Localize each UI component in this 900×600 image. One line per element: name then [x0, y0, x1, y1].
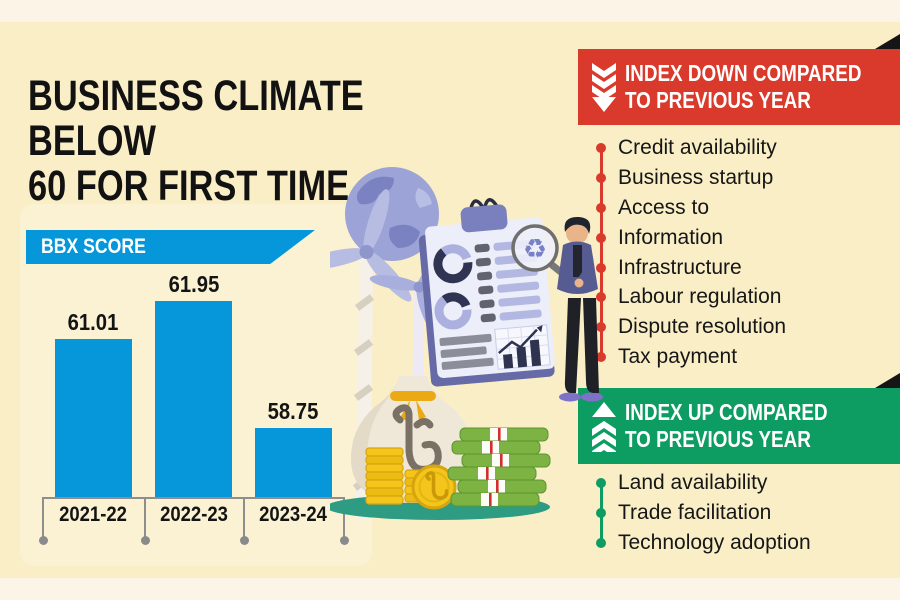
title-line-1: BUSINESS CLIMATE BELOW: [28, 72, 364, 165]
list-item-label: Trade facilitation: [618, 501, 772, 525]
list-item-label: Credit availability: [618, 135, 777, 159]
list-item: Access to: [596, 193, 896, 223]
page-fold-corner-up: [875, 373, 900, 388]
bar-value-label: 61.01: [67, 308, 119, 335]
list-item-label: Land availability: [618, 471, 768, 495]
bullet-dot-icon: [596, 352, 606, 363]
bar-2021-22: [54, 338, 132, 497]
magnifier-icon: ♻: [511, 224, 581, 289]
list-item: Labour regulation: [596, 282, 896, 312]
x-axis-label: 2022-23: [159, 503, 228, 526]
bullet-dot-icon: [596, 292, 606, 303]
taka-symbol: [392, 404, 442, 473]
report-footer-bars: [439, 333, 494, 370]
list-item: Infrastructure: [596, 253, 896, 283]
page-title: BUSINESS CLIMATE BELOW 60 FOR FIRST TIME: [28, 74, 404, 209]
axis-tick-dot: [38, 536, 48, 545]
bullet-dot-icon: [596, 322, 606, 333]
title-line-2: 60 FOR FIRST TIME: [28, 162, 350, 210]
list-item: Business startup: [596, 163, 896, 193]
list-item-label: Business startup: [618, 165, 774, 189]
top-edge-strip: [0, 0, 900, 22]
x-axis-label: 2021-22: [59, 503, 127, 526]
list-item-label: Labour regulation: [618, 285, 782, 309]
index-up-banner: INDEX UP COMPARED TO PREVIOUS YEAR: [578, 388, 900, 464]
cash-stack-illustration: [447, 427, 551, 507]
index-down-list: Credit availability Business startup Acces…: [596, 133, 896, 372]
list-item: Dispute resolution: [596, 312, 896, 342]
bullet-dot-icon: [596, 478, 606, 489]
list-item: Technology adoption: [596, 528, 896, 558]
index-down-header: INDEX DOWN COMPARED TO PREVIOUS YEAR: [625, 60, 862, 113]
coins-illustration: [365, 447, 457, 510]
list-item-label: Tax payment: [618, 345, 738, 369]
list-item-label: Infrastructure: [618, 255, 742, 279]
axis-tick-dot: [140, 536, 150, 545]
list-item: Trade facilitation: [596, 498, 896, 528]
bar-2023-24: [254, 427, 332, 497]
list-item: Credit availability: [596, 133, 896, 163]
bullet-dot-icon: [596, 202, 606, 213]
recycle-icon: ♻: [523, 234, 547, 265]
axis-tick-dot: [239, 536, 249, 545]
axis-tick-dot: [339, 536, 349, 545]
chart-title-banner: BBX SCORE: [26, 230, 315, 264]
list-item: Information: [596, 223, 896, 253]
list-item-label: Technology adoption: [618, 531, 811, 555]
list-item-label: Information: [618, 225, 724, 249]
index-up-header: INDEX UP COMPARED TO PREVIOUS YEAR: [625, 399, 828, 452]
mini-bar-chart-icon: [494, 324, 551, 370]
bar-value-label: 58.75: [267, 397, 319, 424]
person-illustration: [557, 216, 603, 402]
bullet-dot-icon: [596, 262, 606, 273]
axis-tick-line: [42, 497, 44, 540]
bullet-dot-icon: [596, 538, 606, 549]
list-item-label: Access to: [618, 195, 710, 219]
axis-tick-line: [343, 497, 345, 540]
bullet-dot-icon: [596, 232, 606, 243]
list-item: Land availability: [596, 468, 896, 498]
bullet-dot-icon: [596, 142, 606, 153]
axis-tick-line: [243, 497, 245, 540]
list-connector-line: [599, 147, 603, 358]
page-fold-corner-down: [875, 34, 900, 49]
triple-chevron-down-icon: [592, 63, 616, 112]
bottom-edge-strip: [0, 578, 900, 600]
sustainability-business-illustration: ♻: [330, 167, 603, 520]
x-axis-label: 2023-24: [259, 503, 327, 526]
index-up-list: Land availability Trade facilitation Techn…: [596, 468, 896, 559]
bar-value-label: 61.95: [168, 271, 219, 298]
axis-tick-line: [144, 497, 146, 540]
bullet-dot-icon: [596, 508, 606, 519]
triple-chevron-up-icon: [592, 402, 616, 452]
list-item: Tax payment: [596, 342, 896, 372]
index-down-banner: INDEX DOWN COMPARED TO PREVIOUS YEAR: [578, 49, 900, 125]
chart-title-label: BBX SCORE: [41, 235, 146, 258]
list-item-label: Dispute resolution: [618, 315, 787, 339]
bullet-dot-icon: [596, 172, 606, 183]
bar-2022-23: [155, 301, 232, 497]
x-axis-line: [42, 497, 345, 499]
